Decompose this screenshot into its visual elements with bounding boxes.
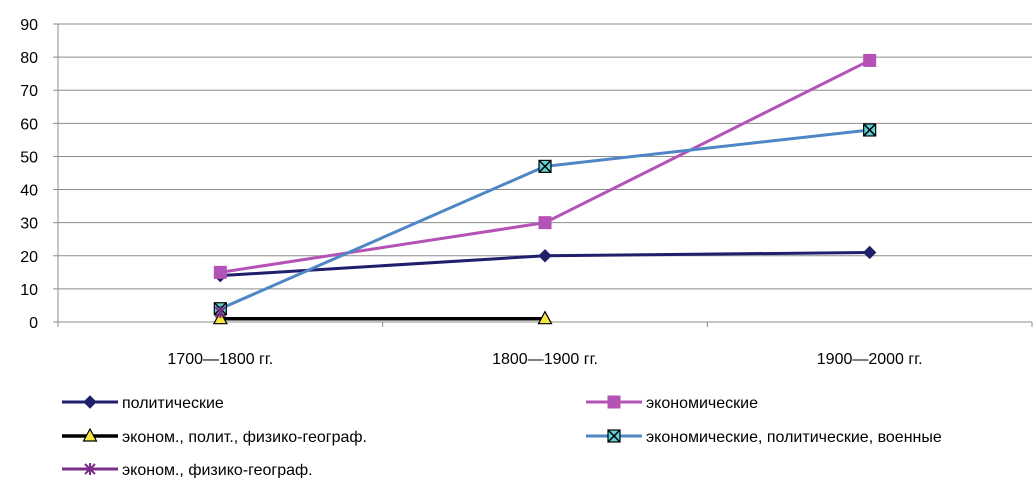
- y-tick-label: 80: [20, 50, 38, 67]
- marker-cross: [538, 159, 552, 173]
- diamond-marker: [83, 395, 97, 409]
- legend-label: эконом., полит., физико-географ.: [122, 429, 367, 446]
- legend: политические экономические эконом., полит.…: [62, 395, 942, 478]
- y-tick-label: 70: [20, 83, 38, 100]
- data-point: [538, 216, 552, 230]
- legend-item: эконом., физико-географ.: [62, 462, 313, 478]
- marker-cross: [607, 429, 621, 443]
- triangle-marker: [537, 310, 553, 325]
- legend-label: эконом., физико-географ.: [122, 462, 313, 478]
- data-point: [83, 395, 97, 409]
- data-point: [538, 159, 552, 173]
- y-tick-label: 30: [20, 216, 38, 233]
- y-tick-label: 50: [20, 149, 38, 166]
- data-point: [213, 265, 227, 279]
- data-point: [607, 429, 621, 443]
- series-lines: [212, 53, 877, 325]
- grid-lines: [58, 23, 1032, 290]
- square-marker: [863, 53, 877, 67]
- axes: [53, 23, 1033, 327]
- square-marker: [538, 216, 552, 230]
- diamond-marker: [538, 249, 552, 263]
- y-tick-label: 40: [20, 183, 38, 200]
- marker-cross: [863, 123, 877, 137]
- x-category-label: 1800—1900 гг.: [492, 351, 598, 368]
- y-tick-label: 20: [20, 249, 38, 266]
- data-point: [84, 463, 96, 475]
- legend-item: экономические, политические, военные: [586, 429, 942, 446]
- y-axis-ticks: 0 10 20 30 40 50 60 70 80 90: [20, 17, 38, 332]
- y-tick-label: 0: [29, 315, 38, 332]
- triangle-marker: [82, 427, 98, 442]
- data-point: [537, 310, 553, 325]
- x-axis-categories: 1700—1800 гг. 1800—1900 гг. 1900—2000 гг.: [167, 351, 922, 368]
- x-category-label: 1900—2000 гг.: [817, 351, 923, 368]
- data-point: [607, 395, 621, 409]
- data-point: [863, 53, 877, 67]
- y-tick-label: 10: [20, 282, 38, 299]
- data-point: [862, 245, 877, 260]
- y-tick-label: 90: [20, 17, 38, 34]
- legend-label: экономические: [646, 395, 758, 412]
- legend-item: политические: [62, 395, 224, 412]
- legend-item: экономические: [586, 395, 758, 412]
- square-marker: [213, 265, 227, 279]
- data-point: [538, 249, 552, 263]
- data-point: [214, 306, 227, 319]
- x-category-label: 1700—1800 гг.: [167, 351, 273, 368]
- legend-label: политические: [122, 395, 224, 412]
- diamond-marker: [862, 245, 877, 260]
- data-point: [82, 427, 98, 442]
- legend-item: эконом., полит., физико-географ.: [62, 427, 367, 446]
- legend-label: экономические, политические, военные: [646, 429, 942, 446]
- y-tick-label: 60: [20, 116, 38, 133]
- data-point: [863, 123, 877, 137]
- square-marker: [607, 395, 621, 409]
